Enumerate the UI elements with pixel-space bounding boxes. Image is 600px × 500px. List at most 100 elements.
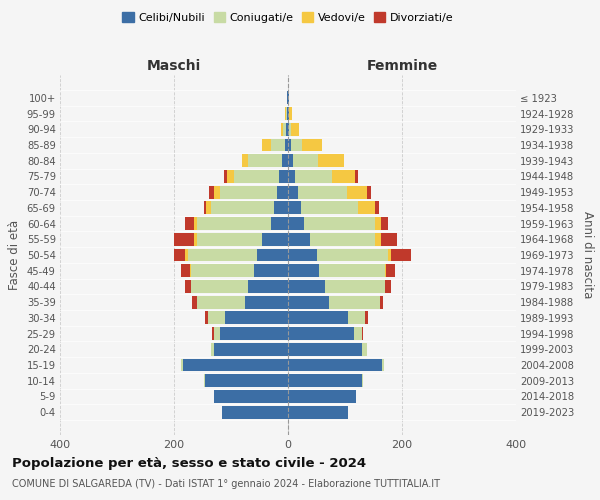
Bar [353,327,362,340]
Bar [375,233,381,245]
Bar [174,233,194,245]
Bar [245,296,288,308]
Bar [283,123,286,136]
Bar [293,154,318,167]
Bar [288,358,382,372]
Bar [386,264,395,277]
Bar [185,280,191,293]
Bar [288,170,295,183]
Bar [347,186,367,198]
Bar [385,280,391,293]
Bar [257,248,288,262]
Bar [332,170,355,183]
Bar [362,343,367,356]
Bar [234,170,280,183]
Bar [191,280,248,293]
Bar [348,312,365,324]
Bar [214,186,220,198]
Bar [381,217,388,230]
Bar [211,202,274,214]
Text: COMUNE DI SALGAREDA (TV) - Dati ISTAT 1° gennaio 2024 - Elaborazione TUTTITALIA.: COMUNE DI SALGAREDA (TV) - Dati ISTAT 1°… [12,479,440,489]
Bar [355,170,358,183]
Y-axis label: Anni di nascita: Anni di nascita [581,212,594,298]
Bar [288,312,348,324]
Text: Popolazione per età, sesso e stato civile - 2024: Popolazione per età, sesso e stato civil… [12,458,366,470]
Bar [291,138,302,151]
Bar [319,264,385,277]
Bar [288,123,289,136]
Bar [191,264,254,277]
Bar [288,248,317,262]
Bar [274,202,288,214]
Bar [271,217,288,230]
Bar [288,327,353,340]
Bar [214,327,220,340]
Bar [181,264,190,277]
Bar [181,358,182,372]
Bar [318,154,344,167]
Bar [288,264,319,277]
Bar [289,123,291,136]
Bar [283,154,288,167]
Bar [226,312,288,324]
Bar [192,296,197,308]
Bar [288,186,298,198]
Bar [362,327,363,340]
Bar [295,170,332,183]
Bar [382,358,384,372]
Bar [205,374,288,387]
Bar [367,186,371,198]
Bar [248,154,283,167]
Bar [288,138,291,151]
Bar [220,186,277,198]
Bar [188,248,257,262]
Bar [208,312,226,324]
Bar [212,327,214,340]
Bar [304,217,375,230]
Bar [223,406,288,418]
Bar [289,107,292,120]
Bar [298,186,347,198]
Bar [206,202,211,214]
Bar [288,296,329,308]
Bar [197,233,262,245]
Bar [288,343,362,356]
Bar [254,264,288,277]
Bar [362,374,363,387]
Bar [214,390,288,403]
Y-axis label: Fasce di età: Fasce di età [8,220,21,290]
Bar [291,123,299,136]
Bar [182,358,288,372]
Bar [317,248,388,262]
Bar [286,123,288,136]
Bar [209,186,214,198]
Bar [220,327,288,340]
Bar [285,138,288,151]
Bar [242,154,248,167]
Bar [288,390,356,403]
Bar [203,202,206,214]
Bar [302,138,322,151]
Bar [381,233,397,245]
Bar [286,107,287,120]
Bar [262,138,271,151]
Bar [281,123,283,136]
Bar [277,186,288,198]
Bar [391,248,410,262]
Bar [205,312,208,324]
Bar [288,202,301,214]
Bar [197,217,271,230]
Bar [385,264,386,277]
Bar [388,248,391,262]
Bar [197,296,245,308]
Legend: Celibi/Nubili, Coniugati/e, Vedovi/e, Divorziati/e: Celibi/Nubili, Coniugati/e, Vedovi/e, Di… [118,8,458,28]
Text: Femmine: Femmine [367,58,437,72]
Bar [174,248,185,262]
Bar [375,217,381,230]
Bar [194,233,197,245]
Bar [288,406,348,418]
Text: Maschi: Maschi [147,58,201,72]
Bar [224,170,227,183]
Bar [301,202,358,214]
Bar [280,170,288,183]
